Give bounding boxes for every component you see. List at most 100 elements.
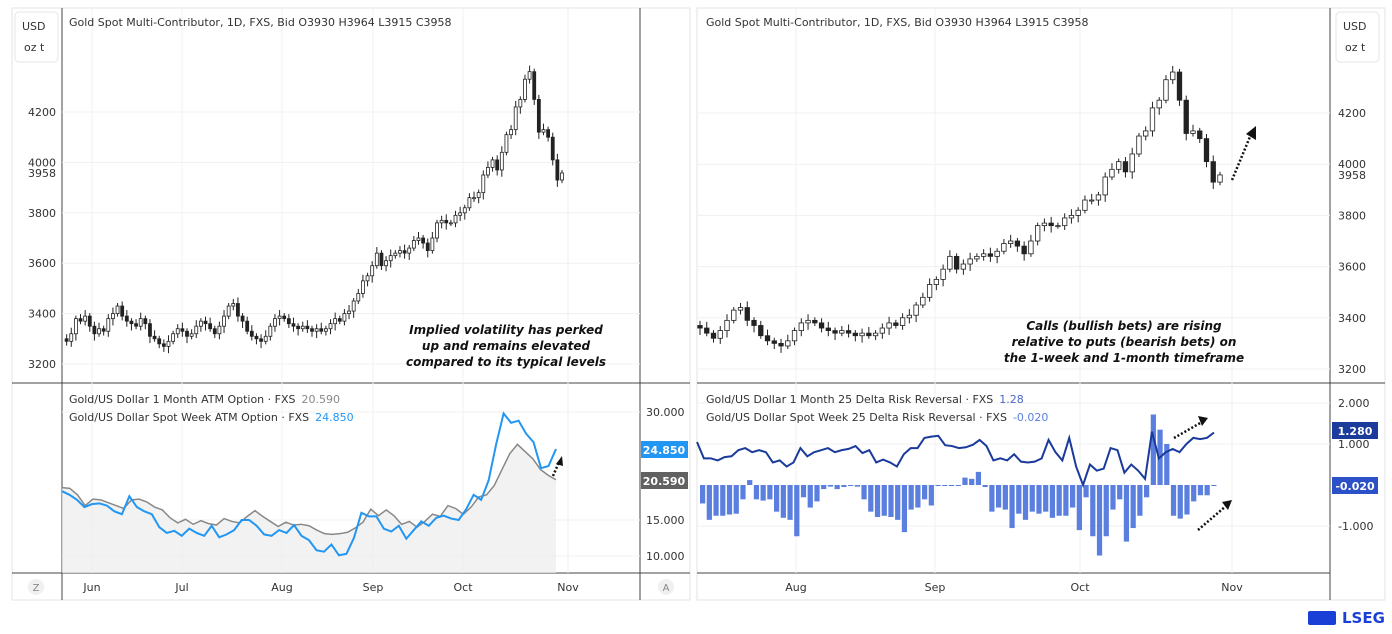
last-price-label: 3958 (1338, 169, 1366, 182)
candle (337, 318, 342, 322)
candle (913, 304, 919, 316)
candle (1048, 222, 1054, 227)
candle (1028, 240, 1034, 255)
candle (286, 318, 291, 325)
candle (967, 258, 973, 265)
candle (953, 255, 960, 270)
annotation-line: Implied volatility has perked (409, 323, 603, 337)
candle (421, 237, 426, 244)
candle (189, 333, 194, 337)
candle (1203, 138, 1210, 163)
auto-scale-button-label[interactable]: A (663, 583, 670, 594)
candle (541, 129, 546, 133)
y-tick-label: 3600 (28, 257, 56, 270)
candle (87, 315, 92, 327)
auto-scale-button[interactable] (658, 579, 674, 595)
rr-week-bar (996, 485, 1002, 508)
y-tick-label: 30.000 (646, 406, 685, 419)
candle (152, 335, 157, 340)
rr-week-bar (1204, 485, 1210, 496)
candle (448, 222, 453, 225)
rr-week-bar (861, 485, 867, 500)
rr-week-bar (1123, 485, 1130, 542)
rr-week-bar (1063, 485, 1069, 516)
candle (323, 328, 328, 332)
candle (1102, 176, 1108, 196)
y-tick-label: 4200 (1338, 107, 1366, 120)
candle (388, 255, 393, 262)
zoom-button-label[interactable]: Z (33, 583, 40, 594)
candle (764, 335, 771, 342)
rr-week-bar (888, 485, 894, 517)
rr-week-bar (881, 485, 887, 516)
atm-1m-area (62, 444, 556, 573)
candle (305, 325, 310, 330)
candle (886, 322, 892, 329)
y-tick-label: 15.000 (646, 514, 685, 527)
candle (724, 319, 730, 331)
candle (430, 237, 435, 251)
rr-week-bar (733, 485, 739, 514)
candle (899, 317, 906, 326)
last-price-label: 3958 (28, 167, 56, 180)
candle (710, 332, 717, 339)
rr-week-bar (841, 485, 847, 488)
rr-week-bar (767, 485, 773, 500)
candle (1170, 71, 1176, 81)
lseg-emblem-icon (1308, 611, 1336, 625)
unit-oz: oz t (24, 41, 45, 54)
rr-week-bar (700, 485, 706, 504)
unit-usd: USD (1343, 20, 1367, 33)
candle (92, 325, 97, 335)
candle (1007, 240, 1014, 244)
rr-week-bar (928, 485, 934, 506)
zoom-button[interactable] (28, 579, 44, 595)
legend-rr-week: Gold/US Dollar Spot Week 25 Delta Risk R… (706, 411, 1048, 424)
badge-rr-1m-text: 1.280 (1338, 425, 1373, 438)
candle (175, 328, 180, 335)
candle (1116, 161, 1122, 170)
y-tick-label: 3600 (1338, 261, 1366, 274)
candle (198, 320, 203, 327)
candle (277, 315, 282, 320)
candle (157, 338, 162, 345)
candle (444, 219, 449, 224)
candle (148, 323, 152, 337)
candle (731, 309, 737, 321)
candle (134, 323, 138, 327)
rr-week-bar (1043, 485, 1049, 512)
rr-week-bar (1211, 485, 1217, 486)
rr-week-bar (787, 485, 793, 520)
candle (268, 325, 273, 337)
candle (370, 265, 375, 277)
candle (73, 318, 78, 335)
candle (818, 322, 825, 329)
annotation-line: compared to its typical levels (406, 355, 606, 369)
rr-week-bar (800, 485, 807, 498)
arrow-up-icon (1230, 131, 1254, 181)
y-tick-label: 4000 (1338, 158, 1366, 171)
annotation-line: the 1-week and 1-month timeframe (1004, 351, 1244, 365)
candle (1122, 161, 1129, 173)
y-tick-label: 4000 (28, 156, 56, 169)
candle (785, 340, 791, 347)
candle (825, 327, 831, 332)
rr-week-bar (1029, 485, 1035, 512)
x-tick-label: Jul (174, 581, 188, 594)
legend-atm-1m: Gold/US Dollar 1 Month ATM Option · FXS 2… (69, 393, 340, 406)
candle (737, 307, 744, 311)
candle (920, 296, 926, 306)
rr-week-bar (1076, 485, 1082, 531)
candle (499, 151, 504, 171)
candle (906, 314, 913, 319)
candle (411, 240, 416, 249)
candle (263, 335, 268, 342)
arrow-up-icon (1173, 420, 1203, 440)
candle (1068, 214, 1075, 219)
candle (314, 328, 319, 332)
rr-week-bar (1002, 485, 1008, 510)
candle (453, 214, 458, 224)
rr-week-bar (874, 485, 881, 517)
rr-1m-line (696, 431, 1215, 488)
candle (546, 129, 551, 138)
